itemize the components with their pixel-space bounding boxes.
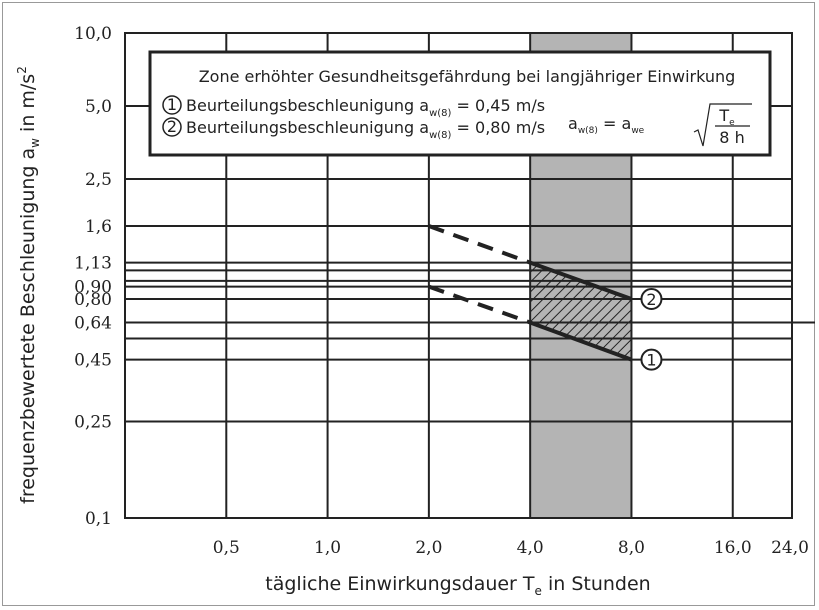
legend-item-value: = 0,80 m/s [451,118,545,137]
x-tick-label: 8,0 [618,538,645,558]
legend-marker-label: 2 [167,117,177,136]
y-tick-label: 5,0 [85,97,112,117]
legend-item-value: = 0,45 m/s [451,96,545,115]
y-axis-label-suffix: in m/s [17,74,39,138]
legend-item-text: Beurteilungsbeschleunigung aw(8) = 0,45 … [186,96,545,119]
y-axis-label-subscript: w [28,138,42,148]
marker-circle [640,288,663,311]
x-tick-label: 16,0 [714,538,752,558]
marker-circle [640,348,663,371]
legend-item-text: Beurteilungsbeschleunigung aw(8) = 0,80 … [186,118,545,141]
y-axis-label-text: frequenzbewertete Beschleunigung a [17,148,39,504]
x-tick-label: 2,0 [415,538,442,558]
formula-numerator-subscript: e [729,118,735,128]
x-axis-label-subscript: e [535,584,542,598]
y-tick-label: 0,45 [74,351,112,371]
plot-border [124,32,793,519]
formula-lhs: aw(8) = awe [568,114,645,136]
legend-marker-label: 1 [167,95,177,114]
x-tick-label: 4,0 [517,538,544,558]
formula-rhs-subscript: we [631,126,644,136]
legend-item-subscript: w(8) [429,108,451,119]
formula-a: a [568,114,578,133]
legend-item-main: Beurteilungsbeschleunigung a [186,96,429,115]
legend-marker-circle [162,117,182,137]
formula-denominator: 8 h [719,128,744,147]
marker-label: 2 [646,290,656,309]
legend-item-main: Beurteilungsbeschleunigung a [186,118,429,137]
legend-marker-circle [162,95,182,115]
formula-numerator: Te [718,106,735,128]
formula-T: T [718,106,729,125]
y-tick-label: 2,5 [85,170,112,190]
x-axis-label-suffix: in Stunden [542,573,651,595]
legend-title: Zone erhöhter Gesundheitsgefährdung bei … [199,67,736,86]
y-tick-label: 0,25 [74,412,112,432]
y-tick-label: 0,1 [85,509,112,529]
hatched-region [530,262,632,360]
x-tick-label: 24,0 [771,538,809,558]
series-2-marker: 2 [640,288,663,311]
series-1-solid-line [529,320,633,362]
x-tick-label: 1,0 [314,538,341,558]
x-tick-label: 0,5 [213,538,240,558]
y-tick-label: 10,0 [74,24,112,44]
y-tick-label: 0,80 [74,290,112,310]
y-axis-label: frequenzbewertete Beschleunigung aw in m… [15,66,42,504]
y-tick-label: 1,6 [85,217,112,237]
series-1-marker: 1 [640,348,663,371]
y-tick-label: 0,90 [74,278,112,298]
formula-lhs-subscript: w(8) [578,126,598,136]
formula-eq: = a [598,114,631,133]
series-2-dashed-line [428,224,531,265]
formula-sqrt-sign [693,103,752,147]
x-axis-label-text: tägliche Einwirkungsdauer T [265,573,535,595]
y-tick-label: 0,64 [74,314,112,334]
legend-box [148,50,772,157]
series-1-dashed-line [428,284,531,325]
legend-item-subscript: w(8) [429,130,451,141]
series-2-solid-line [529,260,633,301]
x-axis-label: tägliche Einwirkungsdauer Te in Stunden [265,573,650,598]
y-tick-label: 1,13 [74,254,112,274]
marker-label: 1 [646,351,656,370]
y-axis-label-superscript: 2 [15,66,29,74]
